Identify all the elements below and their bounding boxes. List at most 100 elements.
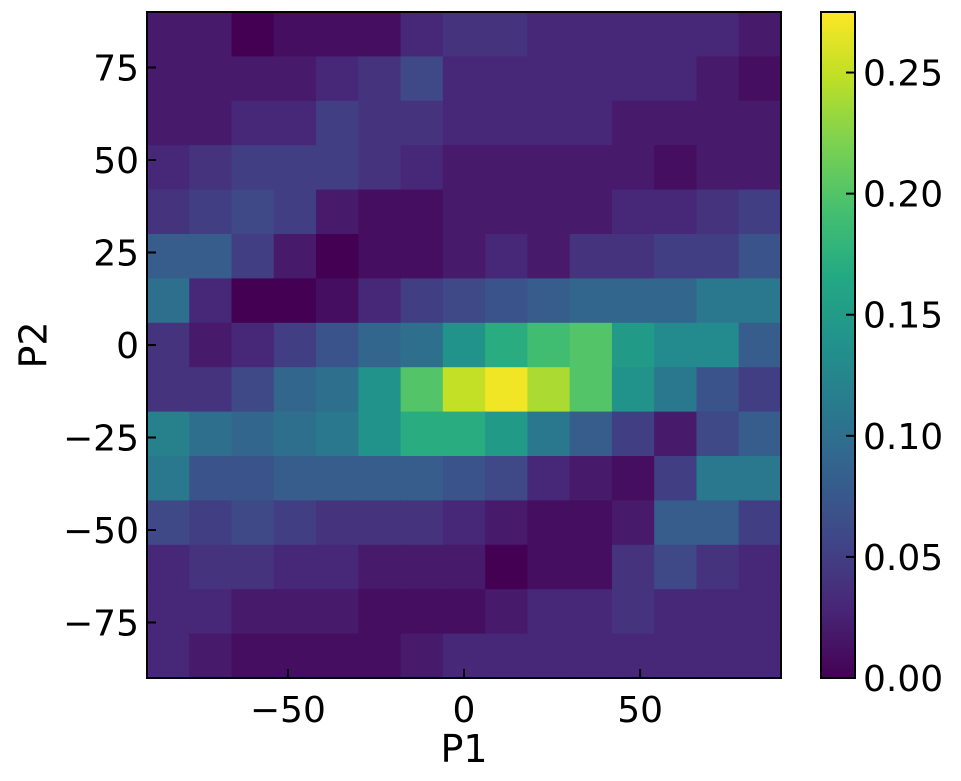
heatmap-cell bbox=[485, 589, 528, 635]
heatmap-cell bbox=[569, 12, 613, 57]
heatmap-cell bbox=[738, 456, 782, 501]
heatmap-cell bbox=[189, 367, 233, 413]
heatmap-cell bbox=[442, 12, 486, 57]
heatmap-cell bbox=[611, 145, 655, 191]
heatmap-cell bbox=[400, 100, 444, 146]
heatmap-cell bbox=[316, 367, 359, 413]
heatmap-cell bbox=[400, 12, 444, 57]
heatmap-cell bbox=[273, 544, 317, 590]
heatmap-cell bbox=[316, 411, 359, 457]
heatmap-cell bbox=[485, 145, 528, 191]
heatmap-cell bbox=[147, 278, 190, 324]
heatmap-cell bbox=[738, 500, 782, 546]
heatmap-cell bbox=[273, 145, 317, 191]
y-tick-label: 50 bbox=[93, 141, 139, 182]
heatmap-cell bbox=[485, 56, 528, 102]
heatmap-cell bbox=[231, 367, 275, 413]
heatmap-cell bbox=[738, 322, 782, 368]
heatmap-cell bbox=[316, 100, 359, 146]
heatmap-cell bbox=[273, 322, 317, 368]
heatmap-cell bbox=[273, 589, 317, 635]
heatmap-cell bbox=[400, 189, 444, 235]
heatmap-cell bbox=[527, 544, 571, 590]
heatmap-cell bbox=[527, 411, 571, 457]
heatmap-cell bbox=[231, 189, 275, 235]
heatmap-cell bbox=[654, 633, 698, 679]
heatmap-cell bbox=[654, 367, 698, 413]
heatmap-cell bbox=[696, 145, 740, 191]
heatmap-cell bbox=[611, 500, 655, 546]
heatmap-cell bbox=[400, 234, 444, 279]
heatmap-cell bbox=[400, 56, 444, 102]
heatmap-cell bbox=[654, 322, 698, 368]
heatmap-cell bbox=[738, 411, 782, 457]
heatmap-cell bbox=[696, 234, 740, 279]
heatmap-cell bbox=[358, 500, 402, 546]
heatmap-cell bbox=[189, 234, 233, 279]
heatmap-cell bbox=[147, 367, 190, 413]
heatmap-cell bbox=[569, 322, 613, 368]
heatmap-cell bbox=[358, 145, 402, 191]
y-tick-label: 0 bbox=[116, 326, 139, 367]
heatmap-cell bbox=[442, 589, 486, 635]
heatmap-cell bbox=[147, 500, 190, 546]
heatmap-cell bbox=[147, 12, 190, 57]
colorbar-tick-label: 0.05 bbox=[863, 538, 943, 579]
y-tick-label: −75 bbox=[63, 604, 139, 645]
heatmap-cell bbox=[696, 322, 740, 368]
heatmap-cell bbox=[358, 12, 402, 57]
heatmap-cell bbox=[400, 589, 444, 635]
heatmap-cell bbox=[147, 544, 190, 590]
x-tick-label: 0 bbox=[453, 690, 476, 731]
heatmap-cell bbox=[738, 544, 782, 590]
heatmap-cell bbox=[569, 633, 613, 679]
x-tick-label: −50 bbox=[250, 690, 326, 731]
heatmap-cell bbox=[654, 56, 698, 102]
heatmap-cell bbox=[358, 278, 402, 324]
heatmap-cell bbox=[696, 100, 740, 146]
heatmap-cell bbox=[316, 456, 359, 501]
heatmap-cell bbox=[569, 411, 613, 457]
heatmap-cell bbox=[189, 12, 233, 57]
heatmap-cell bbox=[316, 500, 359, 546]
x-axis-ticks: −50 0 50 bbox=[250, 669, 663, 731]
heatmap-cell bbox=[696, 278, 740, 324]
heatmap-cell bbox=[738, 12, 782, 57]
heatmap-cell bbox=[527, 278, 571, 324]
heatmap-cell bbox=[231, 278, 275, 324]
heatmap-cell bbox=[316, 589, 359, 635]
heatmap-cell bbox=[485, 100, 528, 146]
heatmap-cell bbox=[527, 100, 571, 146]
heatmap-cell bbox=[738, 278, 782, 324]
heatmap-cell bbox=[358, 633, 402, 679]
heatmap-cell bbox=[485, 500, 528, 546]
heatmap-cell bbox=[189, 633, 233, 679]
heatmap-cell bbox=[273, 456, 317, 501]
heatmap-cell bbox=[611, 56, 655, 102]
heatmap-cell bbox=[527, 500, 571, 546]
heatmap-cell bbox=[231, 234, 275, 279]
heatmap-cell bbox=[611, 633, 655, 679]
heatmap-cell bbox=[654, 456, 698, 501]
heatmap-cell bbox=[273, 367, 317, 413]
heatmap-cell bbox=[316, 234, 359, 279]
heatmap-cell bbox=[316, 278, 359, 324]
heatmap-cell bbox=[485, 278, 528, 324]
heatmap-cell bbox=[611, 456, 655, 501]
y-axis-label: P2 bbox=[12, 321, 56, 368]
heatmap-cell bbox=[442, 278, 486, 324]
heatmap-cell bbox=[569, 100, 613, 146]
heatmap-cell bbox=[400, 411, 444, 457]
heatmap-cell bbox=[189, 500, 233, 546]
heatmap-cell bbox=[273, 500, 317, 546]
heatmap-cell bbox=[316, 322, 359, 368]
heatmap-cell bbox=[485, 367, 528, 413]
heatmap-cell bbox=[442, 100, 486, 146]
heatmap-cell bbox=[231, 322, 275, 368]
heatmap-cell bbox=[442, 189, 486, 235]
x-axis-label: P1 bbox=[440, 727, 487, 771]
heatmap-cell bbox=[485, 544, 528, 590]
heatmap-cell bbox=[696, 411, 740, 457]
heatmap-cell bbox=[485, 12, 528, 57]
heatmap-cell bbox=[738, 145, 782, 191]
